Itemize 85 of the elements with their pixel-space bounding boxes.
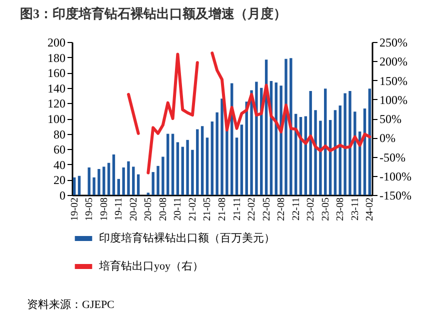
y2-tick-label: -150%: [380, 188, 412, 202]
x-tick-label: 20-02: [128, 198, 140, 221]
bar: [171, 134, 174, 195]
x-tick-label: 19-08: [98, 198, 110, 221]
bar: [122, 167, 125, 195]
bar: [162, 156, 164, 195]
bar: [319, 120, 322, 195]
y-tick-label: 0: [60, 188, 66, 202]
x-tick-label: 24-02: [364, 198, 376, 221]
y2-tick-label: 150%: [380, 74, 408, 88]
x-tick-label: 23-08: [335, 198, 346, 221]
bar: [290, 58, 292, 195]
bar: [92, 177, 96, 195]
y2-tick-label: 100%: [380, 92, 408, 107]
x-tick-label: 21-05: [202, 198, 214, 221]
x-tick-label: 19-02: [69, 198, 80, 221]
y-tick-label: 40: [54, 158, 66, 172]
x-tick-label: 22-02: [246, 198, 258, 221]
y-tick-label: 100: [48, 112, 66, 126]
y-tick-label: 20: [54, 173, 66, 188]
y2-tick-label: 50%: [380, 112, 402, 126]
bar: [102, 166, 106, 195]
bar: [186, 140, 189, 195]
x-tick-label: 19-11: [114, 198, 125, 220]
y2-tick-label: 0%: [380, 131, 396, 146]
bar: [166, 134, 170, 195]
x-tick-label: 20-11: [172, 198, 184, 220]
legend-label: 印度培育钻裸钻出口额（百万美元）: [99, 232, 275, 244]
bar: [280, 86, 282, 195]
bar: [368, 88, 372, 195]
text: 资料来源：GJEPC: [27, 298, 114, 311]
bar: [127, 161, 130, 195]
bar: [216, 112, 218, 195]
y-tick-label: 140: [48, 81, 66, 96]
bar: [117, 178, 120, 195]
bar: [196, 129, 199, 195]
x-tick-label: 21-02: [187, 198, 198, 221]
bar: [98, 168, 100, 195]
x-tick-label: 22-05: [261, 198, 272, 221]
x-tick-label: 22-11: [290, 198, 302, 220]
bar: [132, 166, 135, 195]
x-tick-label: 21-08: [217, 198, 228, 221]
bar: [344, 93, 346, 195]
bar: [348, 90, 352, 195]
bar: [210, 122, 214, 195]
y-tick-label: 200: [48, 36, 66, 50]
bar: [226, 130, 228, 195]
bar: [136, 174, 140, 195]
bar: [72, 177, 76, 195]
bar: [107, 162, 110, 195]
x-tick-label: 23-05: [320, 198, 332, 221]
y2-tick-label: 200%: [380, 54, 408, 69]
bar: [220, 98, 224, 195]
bar: [156, 166, 160, 195]
bar: [200, 126, 204, 195]
y-tick-label: 160: [48, 66, 66, 80]
y2-tick-label: -50%: [380, 150, 406, 164]
y-tick-label: 80: [54, 127, 66, 142]
x-tick-label: 21-11: [232, 198, 243, 220]
x-tick-label: 19-05: [84, 198, 96, 221]
bar: [235, 138, 238, 195]
x-tick-label: 20-05: [143, 198, 154, 221]
x-tick-label: 23-11: [350, 198, 361, 220]
y-tick-label: 60: [54, 142, 66, 157]
chart-title: 图3：印度培育钻石裸钻出口额及增速（月度）: [20, 6, 286, 21]
bar: [181, 146, 184, 195]
y2-tick-label: 250%: [380, 36, 408, 50]
bar: [152, 172, 154, 195]
y2-tick-label: -100%: [380, 169, 412, 184]
bar: [314, 110, 317, 195]
bar: [206, 138, 209, 195]
x-tick-label: 20-08: [158, 198, 169, 221]
legend-label: 培育钻出口yoy（右）: [98, 260, 204, 272]
bar: [309, 90, 312, 195]
y-tick-label: 120: [48, 96, 66, 111]
y-tick-label: 180: [48, 50, 66, 65]
x-tick-label: 22-08: [276, 198, 288, 221]
bar: [78, 176, 81, 195]
x-tick-label: 23-02: [306, 198, 317, 221]
bar: [240, 124, 244, 195]
bar: [191, 150, 194, 195]
bar: [88, 167, 90, 195]
bar: [176, 142, 180, 195]
bar: [255, 82, 258, 195]
bar: [112, 154, 116, 195]
